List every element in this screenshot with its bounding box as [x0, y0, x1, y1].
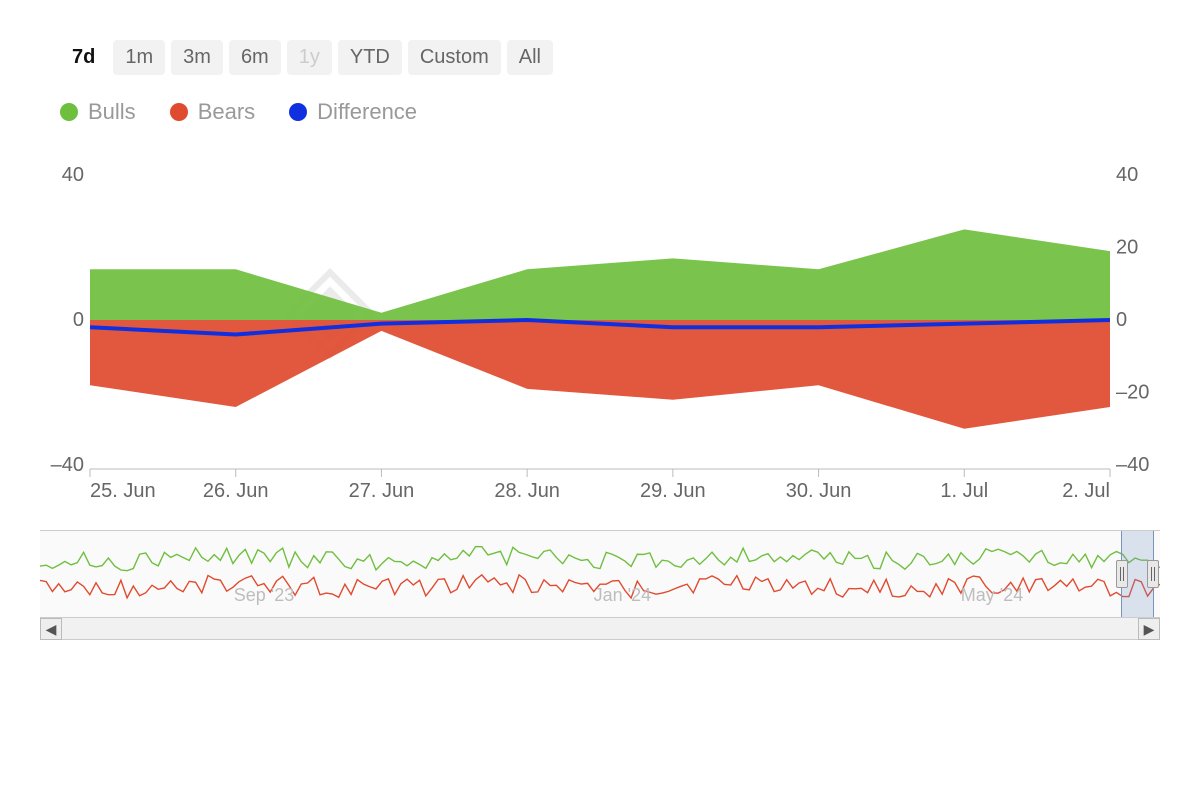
range-all[interactable]: All	[507, 40, 553, 75]
legend-item-difference[interactable]: Difference	[289, 99, 417, 125]
y-tick-left: 0	[73, 309, 84, 331]
x-tick-label: 30. Jun	[786, 480, 852, 502]
range-custom[interactable]: Custom	[408, 40, 501, 75]
range-3m[interactable]: 3m	[171, 40, 223, 75]
range-1m[interactable]: 1m	[113, 40, 165, 75]
range-1y: 1y	[287, 40, 332, 75]
x-tick-label: 29. Jun	[640, 480, 706, 502]
range-6m[interactable]: 6m	[229, 40, 281, 75]
navigator-handle-left[interactable]	[1116, 560, 1128, 588]
bears-dot-icon	[170, 103, 188, 121]
difference-dot-icon	[289, 103, 307, 121]
legend-label: Bulls	[88, 99, 136, 125]
y-tick-right: –40	[1116, 454, 1149, 476]
main-chart: ◈–4004040200–20–4025. Jun26. Jun27. Jun2…	[40, 165, 1160, 510]
bulls-area	[90, 229, 1110, 320]
navigator-window[interactable]	[1121, 531, 1155, 617]
y-tick-left: 40	[62, 165, 84, 186]
y-tick-right: –20	[1116, 382, 1149, 404]
range-7d[interactable]: 7d	[60, 40, 107, 75]
y-tick-right: 0	[1116, 309, 1127, 331]
legend: Bulls Bears Difference	[40, 99, 1160, 125]
legend-label: Bears	[198, 99, 255, 125]
x-tick-label: 25. Jun	[90, 480, 156, 502]
x-tick-label: 2. Jul	[1062, 480, 1110, 502]
x-tick-label: 26. Jun	[203, 480, 269, 502]
range-ytd[interactable]: YTD	[338, 40, 402, 75]
legend-item-bulls[interactable]: Bulls	[60, 99, 136, 125]
navigator-handle-right[interactable]	[1147, 560, 1159, 588]
y-tick-left: –40	[51, 454, 84, 476]
legend-label: Difference	[317, 99, 417, 125]
x-tick-label: 28. Jun	[494, 480, 560, 502]
navigator[interactable]: Sep '23Jan '24May '24 ◀ ▶	[40, 530, 1160, 640]
navigator-scrollbar[interactable]: ◀ ▶	[40, 617, 1160, 639]
nav-bulls-line	[40, 547, 1160, 571]
bulls-dot-icon	[60, 103, 78, 121]
bears-area	[90, 320, 1110, 429]
y-tick-right: 40	[1116, 165, 1138, 186]
legend-item-bears[interactable]: Bears	[170, 99, 255, 125]
x-tick-label: 27. Jun	[349, 480, 415, 502]
range-selector: 7d1m3m6m1yYTDCustomAll	[40, 40, 1160, 75]
y-tick-right: 20	[1116, 237, 1138, 259]
x-tick-label: 1. Jul	[940, 480, 988, 502]
scroll-left-button[interactable]: ◀	[40, 618, 62, 640]
nav-bears-line	[40, 575, 1160, 598]
scroll-right-button[interactable]: ▶	[1138, 618, 1160, 640]
